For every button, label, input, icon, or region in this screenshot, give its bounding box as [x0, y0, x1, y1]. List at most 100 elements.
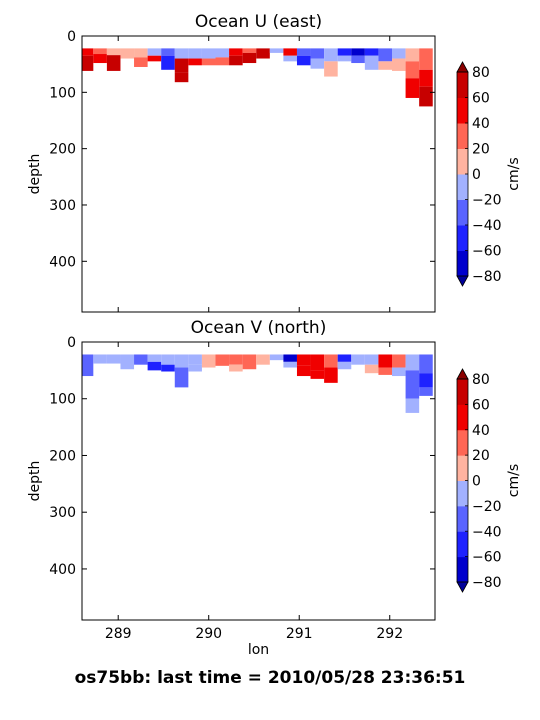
data-cell	[134, 48, 148, 58]
data-cell	[242, 52, 257, 64]
data-cell	[351, 55, 365, 64]
data-cell	[174, 367, 189, 388]
data-cell	[229, 55, 243, 66]
data-cell	[106, 55, 121, 71]
data-cell	[161, 354, 175, 365]
data-cell	[134, 354, 148, 365]
data-cell	[161, 364, 175, 372]
colorbar-extend-over	[456, 61, 469, 73]
data-cells	[82, 48, 433, 107]
axes-frame	[81, 341, 436, 621]
data-cell	[405, 354, 420, 371]
data-cell	[269, 48, 284, 53]
data-cell	[296, 55, 311, 66]
data-cell	[405, 398, 420, 413]
colorbar-tick-label: −80	[472, 575, 502, 591]
y-axis-label: depth	[27, 154, 43, 195]
data-cell	[310, 354, 325, 371]
data-cell	[283, 48, 297, 56]
data-cell	[188, 354, 202, 365]
data-cell	[364, 48, 379, 56]
data-cell	[310, 48, 325, 59]
data-cell	[215, 354, 230, 366]
y-tick-label: 400	[49, 562, 76, 578]
data-cell	[188, 58, 202, 66]
data-cell	[242, 48, 257, 53]
data-cell	[310, 58, 325, 69]
data-cell	[229, 364, 243, 372]
data-cell	[324, 48, 338, 62]
data-cell	[419, 354, 433, 374]
figure-suptitle: os75bb: last time = 2010/05/28 23:36:51	[75, 668, 466, 688]
colorbar-tick-label: 0	[472, 167, 481, 183]
colorbar-segment	[457, 455, 468, 481]
colorbar-segment	[457, 505, 468, 532]
data-cell	[147, 48, 162, 56]
axes-frame	[81, 35, 436, 313]
data-cell	[82, 48, 94, 56]
data-cell	[405, 61, 420, 79]
data-cell	[419, 69, 433, 87]
y-tick-label: 100	[49, 85, 76, 101]
data-cell	[269, 354, 284, 361]
data-cell	[174, 354, 189, 368]
data-cell	[229, 354, 243, 365]
data-cell	[93, 354, 107, 364]
data-cell	[419, 387, 433, 396]
colorbar-tick-label: −20	[472, 193, 502, 209]
data-cell	[337, 55, 352, 62]
data-cell	[201, 58, 216, 66]
colorbar-tick-label: −60	[472, 244, 502, 260]
colorbar-segment	[457, 429, 468, 456]
colorbar-tick-label: 80	[472, 372, 490, 388]
colorbar-tick-label: 60	[472, 91, 490, 107]
colorbar-tick-label: 40	[472, 423, 490, 439]
data-cell	[296, 48, 311, 56]
data-cell	[256, 48, 270, 59]
data-cell	[188, 364, 202, 372]
data-cell	[310, 370, 325, 379]
x-tick-label: 291	[286, 626, 313, 642]
data-cell	[392, 58, 406, 71]
data-cell	[161, 48, 175, 56]
data-cell	[419, 373, 433, 388]
data-cell	[161, 55, 175, 70]
x-axis-label: lon	[248, 642, 269, 658]
y-tick-label: 200	[49, 142, 76, 158]
colorbar-segment	[457, 379, 468, 405]
data-cell	[419, 86, 433, 107]
data-cell	[337, 48, 352, 56]
y-tick-label: 300	[49, 505, 76, 521]
colorbar-tick-label: 60	[472, 397, 490, 413]
data-cell	[93, 54, 107, 64]
colorbar-tick-label: 40	[472, 116, 490, 132]
colorbar-segment	[457, 174, 468, 200]
data-cell	[120, 48, 135, 59]
data-cell	[392, 367, 406, 377]
data-cell	[242, 354, 257, 370]
data-cell	[215, 57, 230, 66]
data-cell	[364, 364, 379, 374]
colorbar-tick-label: 0	[472, 474, 481, 490]
data-cell	[134, 57, 148, 67]
data-cell	[324, 354, 338, 368]
y-tick-label: 0	[67, 29, 76, 45]
colorbar-tick-label: −60	[472, 550, 502, 566]
data-cell	[82, 354, 94, 377]
colorbar-segment	[457, 480, 468, 507]
colorbar-tick-label: 80	[472, 65, 490, 81]
data-cell	[174, 58, 189, 73]
data-cell	[405, 48, 420, 62]
data-cell	[201, 48, 216, 59]
colorbar-extend-over	[456, 368, 469, 380]
data-cell	[337, 361, 352, 370]
data-cell	[324, 61, 338, 77]
data-cell	[296, 354, 311, 366]
data-cell	[106, 48, 121, 56]
colorbar-tick-label: −40	[472, 218, 502, 234]
data-cell	[351, 354, 365, 365]
data-cell	[364, 55, 379, 70]
colorbar: −80 −60 −40 −20 0 20 40 60 80 cm/s	[456, 61, 522, 287]
